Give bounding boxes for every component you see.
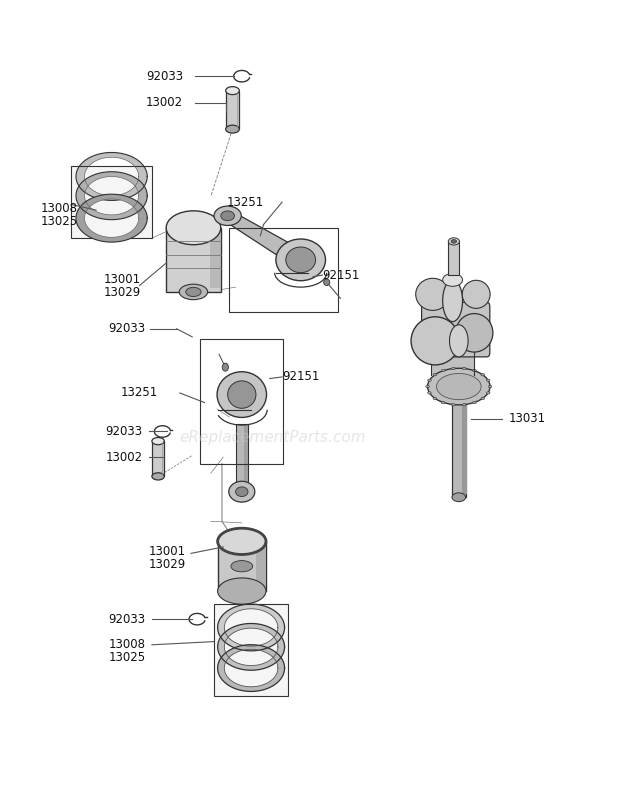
Text: 13025: 13025 — [40, 215, 78, 228]
Bar — [71, 166, 152, 238]
Ellipse shape — [486, 379, 490, 382]
Ellipse shape — [451, 367, 455, 370]
Bar — [244, 425, 248, 490]
Ellipse shape — [411, 317, 459, 365]
Text: 13029: 13029 — [149, 558, 186, 571]
Ellipse shape — [463, 367, 466, 370]
Bar — [200, 339, 283, 464]
Bar — [236, 423, 248, 492]
Ellipse shape — [443, 273, 463, 286]
Ellipse shape — [428, 368, 490, 405]
Ellipse shape — [217, 372, 267, 418]
Bar — [256, 545, 265, 588]
Ellipse shape — [452, 389, 466, 398]
Ellipse shape — [481, 397, 484, 399]
Ellipse shape — [441, 370, 445, 371]
Bar — [229, 228, 338, 312]
Ellipse shape — [324, 279, 330, 286]
Polygon shape — [218, 604, 285, 651]
Bar — [214, 603, 288, 695]
Text: 13029: 13029 — [104, 286, 141, 299]
Ellipse shape — [152, 473, 164, 480]
Ellipse shape — [152, 438, 164, 444]
Text: 92151: 92151 — [282, 371, 319, 383]
Ellipse shape — [433, 397, 436, 399]
Ellipse shape — [229, 481, 255, 502]
Ellipse shape — [276, 239, 326, 281]
Text: 13025: 13025 — [108, 651, 146, 664]
Text: 92033: 92033 — [108, 613, 146, 626]
Bar — [166, 228, 221, 292]
Ellipse shape — [226, 87, 239, 95]
Ellipse shape — [481, 374, 484, 376]
Ellipse shape — [286, 247, 316, 273]
FancyBboxPatch shape — [422, 302, 490, 357]
Polygon shape — [226, 214, 301, 259]
Ellipse shape — [186, 287, 201, 297]
Ellipse shape — [236, 487, 248, 496]
Text: 13001: 13001 — [149, 545, 186, 558]
Text: 13008: 13008 — [40, 202, 78, 215]
Ellipse shape — [472, 370, 476, 371]
Ellipse shape — [218, 578, 266, 604]
Text: eReplacementParts.com: eReplacementParts.com — [179, 430, 366, 444]
Text: 13001: 13001 — [104, 273, 141, 286]
Ellipse shape — [451, 403, 455, 406]
Ellipse shape — [231, 561, 253, 572]
Polygon shape — [218, 645, 285, 691]
Ellipse shape — [463, 403, 466, 406]
Ellipse shape — [433, 374, 436, 376]
Text: 13251: 13251 — [226, 196, 264, 209]
Polygon shape — [76, 194, 148, 242]
Ellipse shape — [451, 240, 456, 243]
Ellipse shape — [222, 363, 228, 371]
Text: 92033: 92033 — [146, 70, 183, 83]
Text: 13251: 13251 — [121, 387, 158, 399]
Bar — [152, 441, 164, 476]
Ellipse shape — [463, 281, 490, 309]
Bar — [431, 341, 474, 375]
Ellipse shape — [226, 125, 239, 133]
Polygon shape — [76, 172, 148, 220]
Ellipse shape — [441, 402, 445, 403]
Ellipse shape — [486, 391, 490, 394]
Polygon shape — [76, 152, 148, 200]
Bar — [218, 541, 266, 591]
Bar — [71, 166, 152, 238]
Ellipse shape — [472, 402, 476, 403]
Bar — [214, 603, 288, 695]
Bar — [448, 241, 459, 275]
Ellipse shape — [426, 386, 429, 387]
Text: 13002: 13002 — [146, 96, 183, 109]
Ellipse shape — [452, 492, 466, 502]
Text: 13008: 13008 — [108, 638, 146, 651]
Ellipse shape — [221, 211, 234, 221]
Ellipse shape — [489, 386, 492, 387]
Ellipse shape — [443, 280, 463, 322]
Polygon shape — [218, 623, 285, 670]
Text: 92151: 92151 — [322, 269, 360, 282]
Ellipse shape — [428, 391, 432, 394]
Text: 92033: 92033 — [105, 425, 143, 438]
Ellipse shape — [428, 379, 432, 382]
Ellipse shape — [179, 284, 208, 300]
Ellipse shape — [415, 278, 450, 310]
Text: 13031: 13031 — [508, 412, 546, 425]
Ellipse shape — [214, 206, 241, 225]
Ellipse shape — [448, 237, 459, 245]
Ellipse shape — [436, 374, 481, 399]
Text: 92033: 92033 — [108, 322, 146, 335]
Polygon shape — [226, 210, 304, 269]
Ellipse shape — [456, 314, 493, 352]
Bar — [226, 91, 239, 129]
Ellipse shape — [218, 529, 266, 554]
Bar — [452, 393, 466, 497]
Text: 13002: 13002 — [105, 451, 143, 464]
Ellipse shape — [450, 325, 468, 357]
Bar — [461, 396, 467, 494]
Ellipse shape — [228, 381, 256, 408]
Bar — [210, 232, 219, 288]
Ellipse shape — [166, 211, 221, 245]
